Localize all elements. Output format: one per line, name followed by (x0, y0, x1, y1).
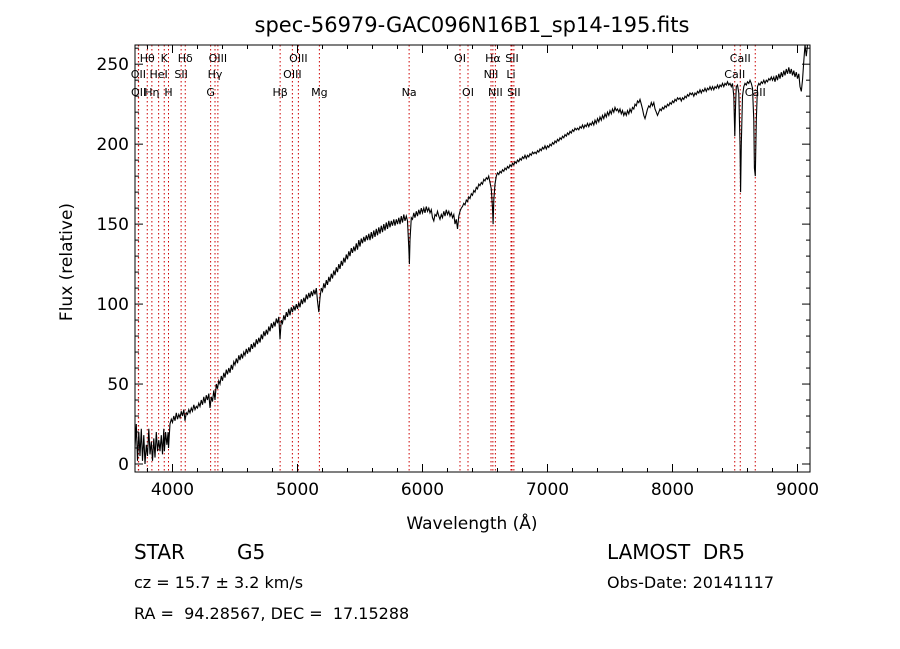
y-axis: 0 50 100 150 200 250 (97, 47, 810, 475)
x-axis: 4000 5000 6000 7000 8000 9000 (147, 45, 819, 500)
line-marker-label: Hβ (272, 86, 287, 99)
y-tick-label: 200 (97, 135, 129, 155)
emission-line-labels: Hθ K Hδ OIII OIII OI Hα SII CaII OII HeI SII Hγ OIII N… (131, 52, 766, 99)
line-marker-label: G (206, 86, 215, 99)
line-marker-label: H (164, 86, 172, 99)
redshift-value: cz = 15.7 ± 3.2 km/s (134, 573, 304, 592)
y-tick-label: 0 (118, 455, 129, 475)
emission-line-markers (137, 45, 756, 472)
line-marker-label: NII (484, 68, 499, 81)
line-marker-label: OIII (289, 52, 307, 65)
plot-frame (134, 44, 811, 473)
line-marker-label: Hδ (178, 52, 193, 65)
line-marker-label: Hα (485, 52, 501, 65)
line-marker-label: Hθ (140, 52, 155, 65)
line-marker-label: HeI (149, 68, 167, 81)
x-tick-label: 4000 (151, 480, 194, 500)
line-marker-label: Mg (311, 86, 327, 99)
observation-date: Obs-Date: 20141117 (607, 573, 775, 592)
line-marker-label: CaII (730, 52, 751, 65)
line-marker-label: OIII (283, 68, 301, 81)
object-subclass: G5 (237, 540, 266, 564)
line-marker-label: SII (505, 52, 518, 65)
survey-name: LAMOST DR5 (607, 540, 745, 564)
line-marker-label: SII (507, 86, 520, 99)
y-tick-label: 250 (97, 55, 129, 75)
line-marker-label: K (161, 52, 169, 65)
y-axis-label: Flux (relative) (57, 203, 77, 321)
x-tick-label: 8000 (651, 480, 694, 500)
spectrum-line (134, 44, 809, 465)
object-class: STAR (134, 540, 185, 564)
line-marker-label: Li (506, 68, 515, 81)
line-marker-label: OII (131, 68, 146, 81)
x-tick-label: 6000 (401, 480, 444, 500)
line-marker-label: OI (462, 86, 474, 99)
y-tick-label: 150 (97, 215, 129, 235)
y-tick-label: 50 (107, 375, 129, 395)
line-marker-label: SII (174, 68, 187, 81)
line-marker-label: CaII (724, 68, 745, 81)
x-axis-label: Wavelength (Å) (406, 512, 537, 534)
line-marker-label: NII (488, 86, 503, 99)
line-marker-label: CaII (745, 86, 766, 99)
line-marker-label: OIII (209, 52, 227, 65)
line-marker-label: Hη (144, 86, 159, 99)
y-tick-label: 100 (97, 295, 129, 315)
line-marker-label: Na (402, 86, 417, 99)
line-marker-label: Hγ (208, 68, 223, 81)
x-tick-label: 7000 (526, 480, 569, 500)
sky-coordinates: RA = 94.28567, DEC = 17.15288 (134, 604, 410, 623)
line-marker-label: OI (454, 52, 466, 65)
x-tick-label: 9000 (776, 480, 819, 500)
chart-title: spec-56979-GAC096N16B1_sp14-195.fits (255, 13, 690, 38)
x-tick-label: 5000 (276, 480, 319, 500)
